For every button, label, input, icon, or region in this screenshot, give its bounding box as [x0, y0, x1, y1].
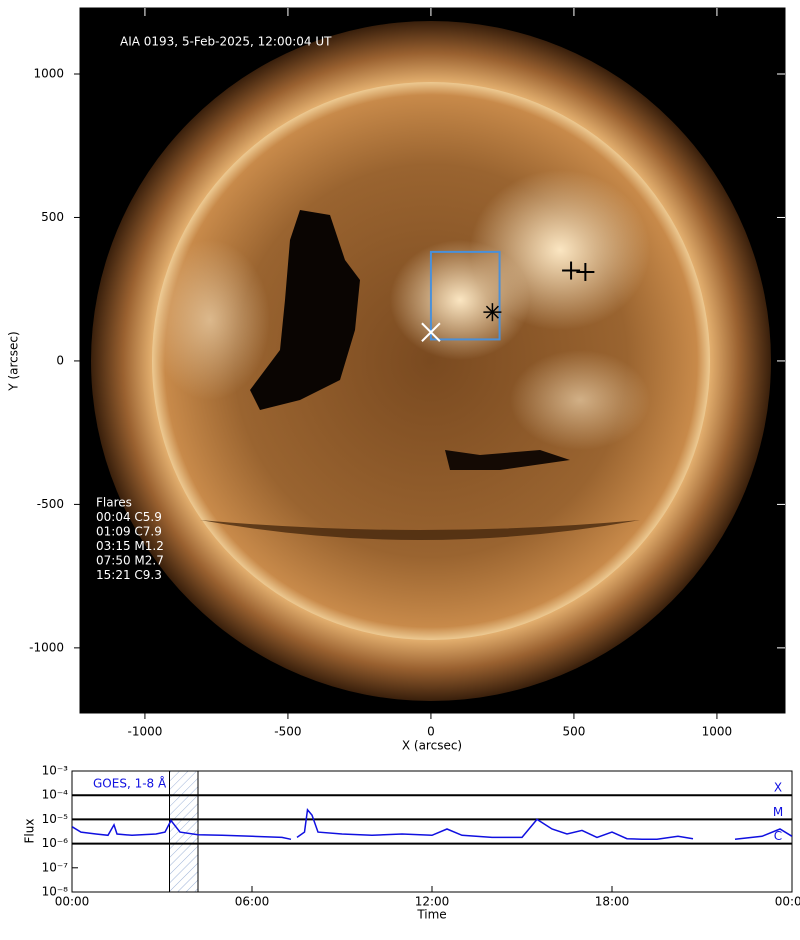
image-title: AIA 0193, 5-Feb-2025, 12:00:04 UT: [120, 35, 332, 49]
y-tick-label: 10⁻³: [42, 764, 69, 778]
marker: [483, 303, 502, 322]
y-tick-label: -1000: [29, 640, 64, 654]
flare-list-line: 15:21 C9.3: [96, 568, 162, 582]
flare-list-line: 03:15 M1.2: [96, 539, 164, 553]
flux-line: [72, 808, 792, 841]
flare-list-line: 07:50 M2.7: [96, 554, 164, 568]
marker-stroke: [485, 305, 499, 319]
marker: [562, 261, 581, 280]
flare-list-line: Flares: [96, 496, 132, 510]
y-tick-label: 10⁻⁸: [42, 885, 69, 899]
y-tick-label: 10⁻⁷: [42, 860, 69, 874]
shaded-span: [169, 770, 199, 893]
region-box: [429, 250, 501, 341]
x-axis-title: Time: [416, 908, 446, 922]
coronal-hole: [250, 210, 360, 410]
y-tick-label: 10⁻⁴: [42, 788, 69, 802]
x-tick-label: 06:00: [235, 895, 270, 909]
active-region: [150, 240, 270, 400]
x-tick-label: 500: [562, 725, 585, 739]
x-axis-title: X (arcsec): [402, 739, 462, 753]
flare-list-line: 00:04 C5.9: [96, 510, 162, 524]
marker: [576, 262, 595, 281]
active-region: [390, 240, 530, 360]
y-tick-label: 1000: [33, 66, 64, 80]
x-tick-label: 1000: [702, 725, 733, 739]
y-tick-label: 10⁻⁵: [42, 812, 69, 826]
x-tick-label: 0: [427, 725, 435, 739]
y-tick-label: -500: [37, 497, 64, 511]
filament: [445, 450, 570, 470]
class-label: M: [773, 805, 783, 819]
marker-stroke: [421, 322, 441, 342]
x-tick-label: 00:00: [775, 895, 800, 909]
flare-list-line: 01:09 C7.9: [96, 525, 162, 539]
legend-label: GOES, 1-8 Å: [93, 776, 167, 791]
class-label: C: [774, 829, 782, 843]
class-label: X: [774, 781, 782, 795]
y-tick-label: 10⁻⁶: [42, 836, 69, 850]
x-tick-label: 18:00: [595, 895, 630, 909]
x-tick-label: 12:00: [415, 895, 450, 909]
active-region: [510, 350, 650, 450]
y-axis-title: Flux: [23, 819, 37, 844]
x-tick-label: 00:00: [55, 895, 90, 909]
y-axis-title: Y (arcsec): [7, 331, 21, 391]
x-tick-label: -1000: [127, 725, 162, 739]
y-tick-label: 500: [41, 210, 64, 224]
marker: [421, 322, 441, 342]
y-tick-label: 0: [56, 353, 64, 367]
x-tick-label: -500: [274, 725, 301, 739]
dark-lane: [200, 520, 640, 540]
